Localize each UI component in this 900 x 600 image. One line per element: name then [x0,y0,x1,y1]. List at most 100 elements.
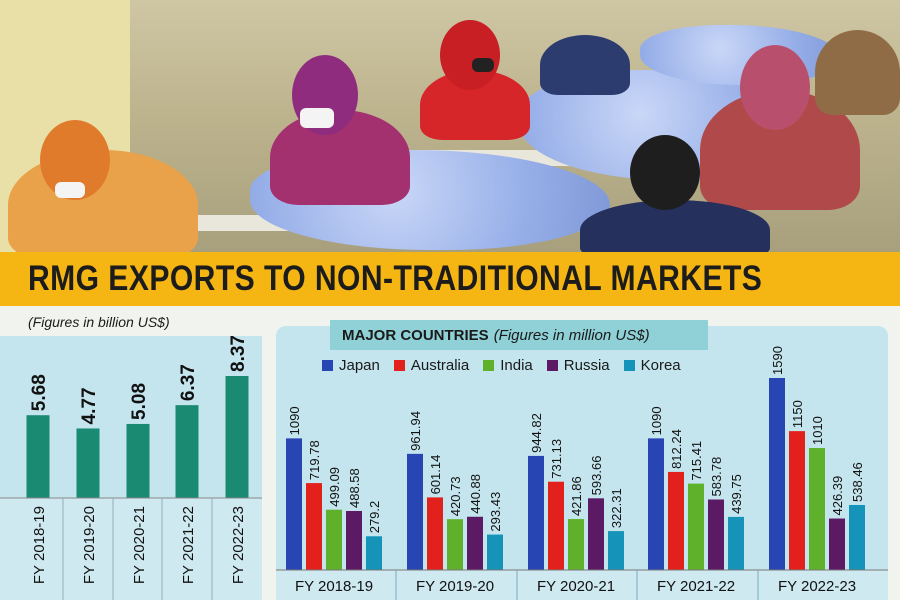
country-value-label: 1150 [790,400,805,428]
country-value-label: 420.73 [448,476,463,516]
country-value-label: 440.88 [468,474,483,514]
country-bar [829,518,845,570]
x-tick-label: FY 2022-23 [778,578,856,595]
country-bar [849,504,865,570]
country-value-label: 439.75 [729,474,744,514]
legend-swatch [483,360,495,371]
country-bar [427,497,443,570]
country-value-label: 812.24 [669,429,684,469]
country-bar [568,519,584,570]
legend-label: Korea [640,357,681,374]
country-bar [769,378,785,570]
country-bar [668,471,684,570]
legend-swatch [322,360,333,371]
photo-mask [300,108,334,128]
total-bar [225,376,249,498]
photo-worker-head [440,20,500,90]
category-strip [0,498,262,600]
country-bar [346,511,362,570]
major-countries-chart: 1090 961.94 944.82 1090 1590 719.78 601.14 731.… [276,346,888,600]
legend-item: Korea [623,357,681,374]
country-bar [487,534,503,570]
country-value-label: 499.09 [327,467,342,507]
x-tick-label: FY 2020-21 [131,506,148,584]
total-exports-chart: 5.68 FY 2018-19 4.77 FY 2019-20 5.08 FY 2020-… [0,336,262,600]
legend-swatch [546,360,558,371]
page-title: RMG EXPORTS TO NON-TRADITIONAL MARKETS [28,259,763,298]
country-value-label: 731.13 [549,439,564,479]
country-value-label: 293.43 [488,492,503,532]
major-countries-title: MAJOR COUNTRIES [342,326,489,344]
category-strip [276,570,888,600]
country-value-label: 426.39 [830,476,845,516]
country-value-label: 961.94 [408,411,423,451]
country-bar [789,431,805,570]
country-value-label: 421.86 [569,476,584,516]
country-value-label: 719.78 [307,440,322,480]
total-bar [175,405,199,498]
photo-worker [815,30,900,115]
total-value-label: 8.37 [228,336,249,372]
country-bar [728,516,744,570]
country-bar [447,519,463,570]
total-value-label: 5.08 [129,383,150,420]
country-value-label: 593.66 [589,456,604,496]
x-tick-label: FY 2019-20 [416,578,494,595]
legend-item: Australia [393,357,469,374]
country-value-label: 583.78 [709,457,724,497]
photo-worker [580,200,770,252]
country-value-label: 488.58 [347,468,362,508]
country-bar [548,481,564,570]
photo-fabric [640,25,840,85]
legend-item: Japan [322,357,380,374]
country-value-label: 322.31 [609,488,624,528]
country-bar [608,531,624,570]
country-bar [708,499,724,570]
x-tick-label: FY 2021-22 [657,578,735,595]
major-countries-subtitle: (Figures in million US$) [493,326,650,344]
x-tick-label: FY 2019-20 [81,506,98,584]
chart-legend: Japan Australia India Russia Korea [322,357,695,374]
country-bar [688,483,704,570]
country-value-label: 715.41 [689,441,704,481]
major-countries-title-box: MAJOR COUNTRIES (Figures in million US$) [330,320,708,350]
country-value-label: 538.46 [850,462,865,502]
legend-swatch [393,360,405,371]
country-value-label: 1010 [810,416,825,445]
photo-worker-head [740,45,810,130]
country-bar [306,483,322,570]
country-value-label: 279.2 [367,501,382,534]
total-bar [126,423,150,498]
legend-item: India [483,357,533,374]
country-value-label: 1590 [770,346,785,375]
total-value-label: 5.68 [29,374,50,411]
total-value-label: 4.77 [79,387,100,424]
country-value-label: 1090 [287,406,302,435]
legend-label: India [500,357,533,374]
left-chart-subtitle: (Figures in billion US$) [28,314,170,330]
total-bar [76,428,100,498]
legend-item: Russia [546,357,610,374]
x-tick-label: FY 2018-19 [31,506,48,584]
x-tick-label: FY 2018-19 [295,578,373,595]
x-tick-label: FY 2022-23 [230,506,247,584]
country-bar [648,438,664,570]
country-bar [528,455,544,570]
total-bar [26,415,50,498]
country-bar [366,536,382,570]
legend-label: Russia [563,357,610,374]
country-value-label: 1090 [649,406,664,435]
country-bar [588,498,604,570]
total-value-label: 6.37 [178,364,199,401]
country-value-label: 601.14 [428,455,443,495]
total-exports-svg: 5.68 FY 2018-19 4.77 FY 2019-20 5.08 FY 2020-… [0,336,262,600]
photo-mask [55,182,85,198]
legend-label: Japan [339,357,380,374]
legend-swatch [623,360,635,371]
photo-worker-head [630,135,700,210]
garment-factory-photo [0,0,900,252]
photo-mask [472,58,494,72]
country-bar [407,453,423,570]
title-banner: RMG EXPORTS TO NON-TRADITIONAL MARKETS [0,252,900,306]
x-tick-label: FY 2021-22 [180,506,197,584]
